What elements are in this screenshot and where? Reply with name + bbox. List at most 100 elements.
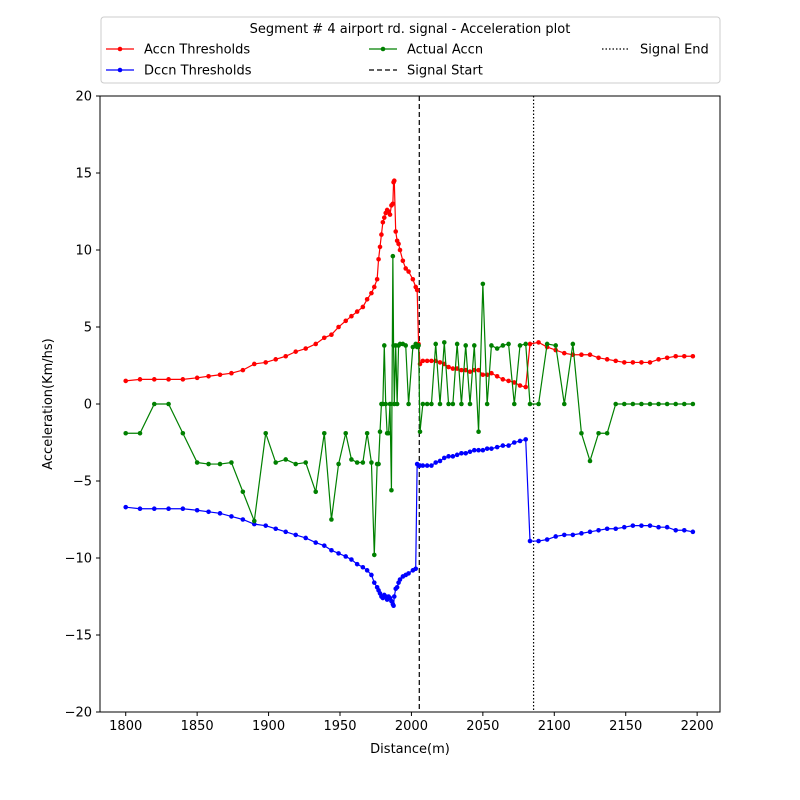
dccn-thresholds-point [484,446,490,451]
actual-accn-point [596,430,601,436]
actual-accn-point [217,461,223,467]
dccn-thresholds-point [424,463,430,468]
actual-accn-point [553,343,559,348]
dccn-thresholds-point [517,438,523,444]
actual-accn-point [437,401,443,407]
accn-thresholds-point [489,370,494,376]
dccn-thresholds-point [489,446,494,451]
dccn-thresholds-point [480,447,486,453]
dccn-thresholds-point [397,577,403,582]
accn-thresholds-point [511,380,517,385]
accn-thresholds-point [664,355,670,361]
actual-accn-point [377,429,383,435]
accn-thresholds-point [480,372,486,378]
actual-accn-point [673,401,679,407]
accn-thresholds-point [596,355,601,361]
dccn-thresholds-point [681,527,687,533]
dccn-thresholds-point [406,571,411,576]
legend-label: Dccn Thresholds [144,64,252,79]
dccn-thresholds-point [673,527,679,533]
x-tick-label: 1850 [181,719,214,734]
accn-thresholds-point [321,335,327,341]
legend-label: Actual Accn [407,43,483,58]
actual-accn-point [273,460,279,465]
actual-accn-point [229,460,234,465]
dccn-thresholds-point [450,454,456,459]
dccn-thresholds-point [459,450,464,456]
accn-thresholds-point [437,360,443,365]
y-tick-label: 15 [75,167,92,182]
accn-thresholds-point [377,244,383,250]
actual-accn-point [621,401,627,407]
dccn-thresholds-point [180,506,186,512]
accn-thresholds-point [536,340,541,345]
actual-accn-point [536,401,541,407]
accn-thresholds-point [613,358,619,364]
dccn-thresholds-point [420,463,426,468]
actual-accn-point [480,281,486,287]
accn-thresholds-point [379,232,384,237]
x-axis-label: Distance(m) [370,742,450,757]
dccn-thresholds-point [647,523,653,528]
dccn-thresholds-point [506,443,511,448]
actual-accn-point [664,401,670,407]
dccn-thresholds-point [553,534,559,539]
accn-thresholds-point [194,375,200,381]
actual-accn-point [389,487,394,493]
legend-title: Segment # 4 airport rd. signal - Acceler… [250,22,571,37]
dccn-thresholds-point [137,506,143,512]
legend-box [100,16,721,84]
accn-thresholds-point [396,241,401,247]
accn-thresholds-point [380,219,386,225]
legend-marker [380,46,386,52]
actual-accn-point [343,430,349,436]
actual-accn-point [137,430,143,436]
actual-accn-point [360,460,366,465]
dccn-thresholds-point [433,460,439,465]
accn-thresholds-point [166,377,171,382]
actual-accn-point [544,341,550,347]
dccn-thresholds-point [391,603,396,609]
accn-thresholds-point [561,350,567,356]
actual-accn-point [371,552,377,558]
accn-thresholds-point [349,313,354,319]
dccn-thresholds-point [217,511,223,516]
x-tick-label: 2150 [609,719,642,734]
dccn-thresholds-point [123,504,129,510]
actual-accn-point [467,401,473,407]
accn-thresholds-point [517,383,523,388]
dccn-thresholds-point [429,463,434,468]
actual-accn-point [647,401,653,407]
accn-thresholds-point [523,384,529,390]
accn-thresholds-point [354,309,360,314]
actual-accn-point [364,430,370,436]
dccn-thresholds-point [303,535,309,541]
accn-thresholds-point [406,269,411,274]
accn-thresholds-point [329,332,334,338]
accn-thresholds-point [420,358,426,364]
accn-thresholds-point [400,258,406,264]
dccn-thresholds-point [604,526,610,532]
actual-accn-point [376,461,381,467]
accn-thresholds-point [137,377,143,382]
actual-accn-point [639,401,644,407]
actual-accn-point [416,343,421,348]
actual-accn-point [420,401,426,407]
actual-accn-point [329,517,334,522]
dccn-thresholds-point [511,440,517,445]
actual-accn-point [283,457,289,462]
accn-thresholds-point [673,353,679,359]
accn-thresholds-point [424,358,430,364]
actual-accn-point [517,343,523,348]
actual-accn-point [303,460,309,465]
dccn-thresholds-point [394,584,400,590]
accn-thresholds-point [690,353,696,359]
accn-thresholds-point [369,290,374,296]
legend-entry-dccn-thresholds: Dccn Thresholds [106,64,252,79]
accn-thresholds-point [506,378,511,384]
actual-accn-point [604,430,610,436]
accn-thresholds-point [391,178,397,183]
actual-accn-point [417,429,423,435]
actual-accn-point [180,430,186,436]
